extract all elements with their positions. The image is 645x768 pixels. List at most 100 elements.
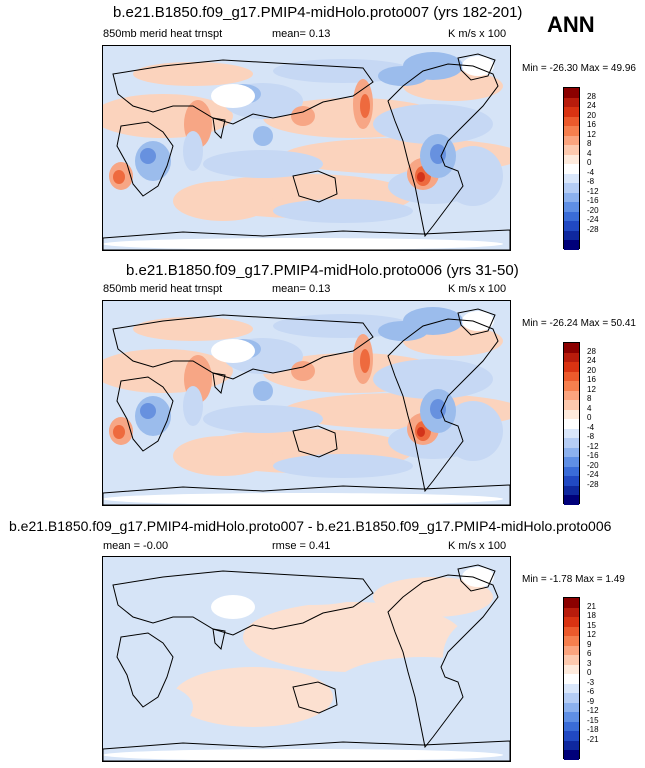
colorbar-swatch xyxy=(564,192,579,202)
coastline xyxy=(292,425,338,458)
colorbar-swatch xyxy=(564,126,579,136)
colorbar-label: 12 xyxy=(587,129,596,139)
colorbar-label: -21 xyxy=(587,734,599,744)
panel1-title: b.e21.B1850.f09_g17.PMIP4-midHolo.proto0… xyxy=(113,4,523,21)
colorbar-label: 24 xyxy=(587,356,596,365)
colorbar-label: 12 xyxy=(587,630,596,639)
colorbar-label: 4 xyxy=(587,148,592,158)
colorbar-label: -8 xyxy=(587,432,595,441)
colorbar-swatch xyxy=(564,655,579,665)
colorbar-swatch xyxy=(564,598,579,608)
coastline xyxy=(387,318,499,493)
coastline xyxy=(212,117,226,139)
colorbar-swatches xyxy=(563,342,580,505)
coastline xyxy=(116,376,174,452)
colorbar-swatches xyxy=(563,597,580,760)
panel3-rmse: rmse = 0.41 xyxy=(272,540,331,552)
colorbar-swatch xyxy=(564,617,579,627)
colorbar-swatch xyxy=(564,381,579,391)
colorbar-swatch xyxy=(564,428,579,438)
contour-region xyxy=(253,126,273,146)
coastline xyxy=(387,574,499,749)
colorbar-label: -6 xyxy=(587,687,595,696)
colorbar-swatch xyxy=(564,107,579,117)
contour-field xyxy=(103,569,510,732)
colorbar-label: -9 xyxy=(587,696,595,706)
colorbar-label: 0 xyxy=(587,413,592,422)
contour-region xyxy=(291,361,315,381)
coastline xyxy=(457,564,496,592)
missing-data-region xyxy=(211,595,255,619)
colorbar-label: 8 xyxy=(587,394,592,403)
missing-data-region xyxy=(103,749,503,761)
colorbar-swatch xyxy=(564,135,579,145)
panel1-variable-label: 850mb merid heat trnspt xyxy=(103,28,223,40)
contour-region xyxy=(173,667,333,727)
colorbar-swatch xyxy=(564,97,579,107)
contour-region xyxy=(253,569,373,605)
colorbar-swatch xyxy=(564,116,579,126)
colorbar-swatch xyxy=(564,362,579,372)
coastline xyxy=(112,570,374,636)
contour-region xyxy=(373,577,493,617)
missing-data-region xyxy=(211,84,255,108)
colorbar-swatch xyxy=(564,419,579,429)
panel2-map xyxy=(102,300,511,506)
colorbar-swatch xyxy=(564,476,579,486)
colorbar-swatch xyxy=(564,154,579,164)
colorbar-swatch xyxy=(564,731,579,741)
colorbar-swatch xyxy=(564,693,579,703)
colorbar-swatch xyxy=(564,607,579,617)
panel3-title: b.e21.B1850.f09_g17.PMIP4-midHolo.proto0… xyxy=(9,518,612,534)
contour-region xyxy=(103,682,193,732)
colorbar-swatch xyxy=(564,173,579,183)
contour-region xyxy=(173,436,273,476)
colorbar-swatch xyxy=(564,164,579,174)
colorbar-label: 21 xyxy=(587,601,596,611)
colorbar-label: -16 xyxy=(587,451,599,460)
contour-region xyxy=(183,386,203,426)
contour-region xyxy=(133,317,253,341)
colorbar-swatch xyxy=(564,221,579,231)
contour-region xyxy=(443,401,503,461)
missing-data-region xyxy=(103,238,503,250)
contour-region xyxy=(430,399,446,419)
colorbar-label: 6 xyxy=(587,649,592,658)
coastline xyxy=(212,628,226,650)
colorbar-label: 0 xyxy=(587,668,592,677)
colorbar-label: -12 xyxy=(587,186,599,196)
colorbar-label: -8 xyxy=(587,177,595,186)
colorbar-label: 0 xyxy=(587,158,592,167)
panel1-mean: mean= 0.13 xyxy=(272,28,331,40)
colorbar-swatch xyxy=(564,674,579,684)
contour-region xyxy=(360,349,370,373)
colorbar-label: -12 xyxy=(587,706,599,715)
colorbar-swatch xyxy=(564,664,579,674)
colorbar-label: 20 xyxy=(587,365,596,375)
colorbar-swatch xyxy=(564,409,579,419)
colorbar-label: -20 xyxy=(587,460,599,470)
colorbar-swatches xyxy=(563,87,580,250)
contour-field xyxy=(103,307,510,478)
colorbar-swatch xyxy=(564,457,579,467)
colorbar-label: -4 xyxy=(587,167,595,177)
coastline xyxy=(116,632,174,708)
colorbar-swatch xyxy=(564,352,579,362)
coastlines xyxy=(103,53,510,250)
contour-region xyxy=(140,403,156,419)
coastline xyxy=(212,372,226,394)
colorbar-swatch xyxy=(564,343,579,353)
map-svg xyxy=(103,46,510,250)
panel2-units: K m/s x 100 xyxy=(448,283,507,295)
contour-region xyxy=(443,617,510,697)
contour-region xyxy=(113,170,125,184)
colorbar-label: 16 xyxy=(587,375,596,384)
coastline xyxy=(457,53,496,81)
colorbar-swatch xyxy=(564,702,579,712)
colorbar-label: -3 xyxy=(587,677,595,687)
colorbar-label: 9 xyxy=(587,639,592,649)
contour-region xyxy=(360,94,370,118)
contour-region xyxy=(373,359,493,399)
contour-region xyxy=(430,144,446,164)
coastlines xyxy=(103,564,510,761)
